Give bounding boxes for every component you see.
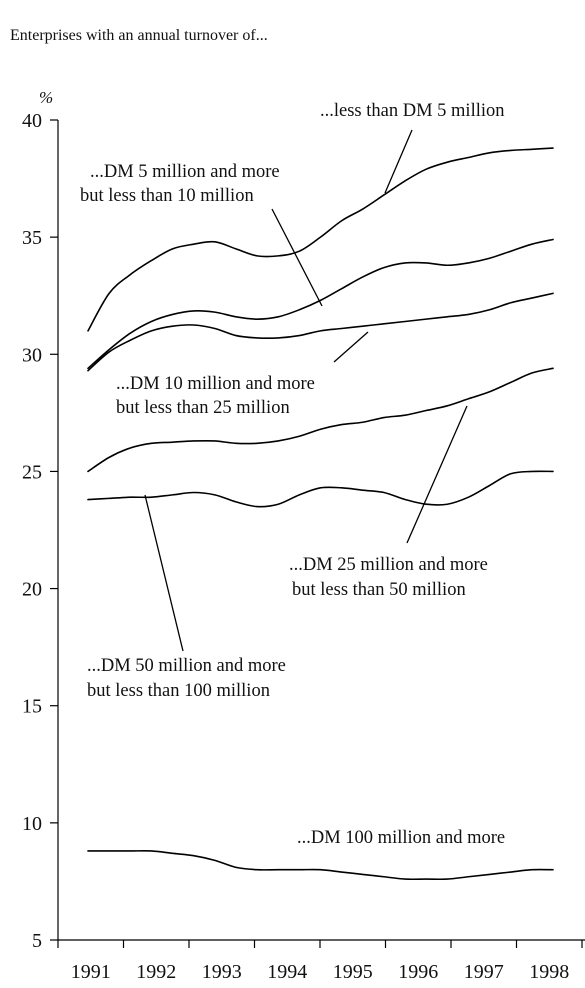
y-tick-label: 20: [22, 579, 42, 601]
series-100m-plus: [87, 849, 554, 881]
x-axis-ticks: 1991 1992 1993 1994 1995 1996 1997 1998: [57, 940, 583, 983]
y-tick-label: 10: [22, 813, 42, 835]
annotation-5m-10m-line2: but less than 10 million: [80, 186, 254, 206]
x-tick-label: 1997: [464, 961, 504, 983]
y-axis-ticks: 5 10 15 20 25 30 35 40: [22, 110, 58, 952]
leader-line-10m-25m: [333, 331, 369, 363]
annotation-50m-100m-line1: ...DM 50 million and more: [87, 656, 286, 676]
series-10m-25m: [87, 292, 554, 372]
y-tick-label: 15: [22, 696, 42, 718]
annotation-10m-25m-line1: ...DM 10 million and more: [116, 374, 315, 394]
annotation-25m-50m-line2: but less than 50 million: [292, 580, 466, 600]
series-annotations: ...less than DM 5 million ...DM 5 millio…: [80, 101, 505, 848]
series-less-than-5m: [87, 147, 554, 332]
x-tick-label: 1991: [71, 961, 111, 983]
y-tick-label: 35: [22, 227, 42, 249]
x-tick-label: 1995: [333, 961, 373, 983]
leader-line-50m-100m: [144, 494, 184, 652]
annotation-less-than-5m: ...less than DM 5 million: [320, 101, 505, 121]
leader-line-5m-10m: [271, 208, 323, 307]
x-tick-label: 1996: [398, 961, 438, 983]
series-lines: [87, 147, 554, 881]
y-tick-label: 5: [32, 930, 42, 952]
x-tick-label: 1993: [202, 961, 242, 983]
annotation-50m-100m-line2: but less than 100 million: [87, 681, 270, 701]
series-25m-50m: [87, 367, 554, 473]
annotation-5m-10m-line1: ...DM 5 million and more: [90, 162, 280, 182]
annotation-leaders: [144, 129, 468, 652]
y-tick-label: 25: [22, 461, 42, 483]
y-axis-unit: %: [39, 88, 53, 107]
chart-title: Enterprises with an annual turnover of..…: [10, 27, 268, 44]
annotation-100m-plus: ...DM 100 million and more: [297, 828, 505, 848]
annotation-10m-25m-line2: but less than 25 million: [116, 398, 290, 418]
x-tick-label: 1998: [529, 961, 569, 983]
annotation-25m-50m-line1: ...DM 25 million and more: [289, 555, 488, 575]
series-50m-100m: [87, 470, 554, 508]
leader-line-25m-50m: [406, 405, 468, 544]
leader-line-less-than-5m: [384, 129, 413, 194]
y-tick-label: 40: [22, 110, 42, 132]
series-5m-10m: [87, 238, 554, 370]
y-tick-label: 30: [22, 344, 42, 366]
x-tick-label: 1992: [136, 961, 176, 983]
x-tick-label: 1994: [267, 961, 307, 983]
